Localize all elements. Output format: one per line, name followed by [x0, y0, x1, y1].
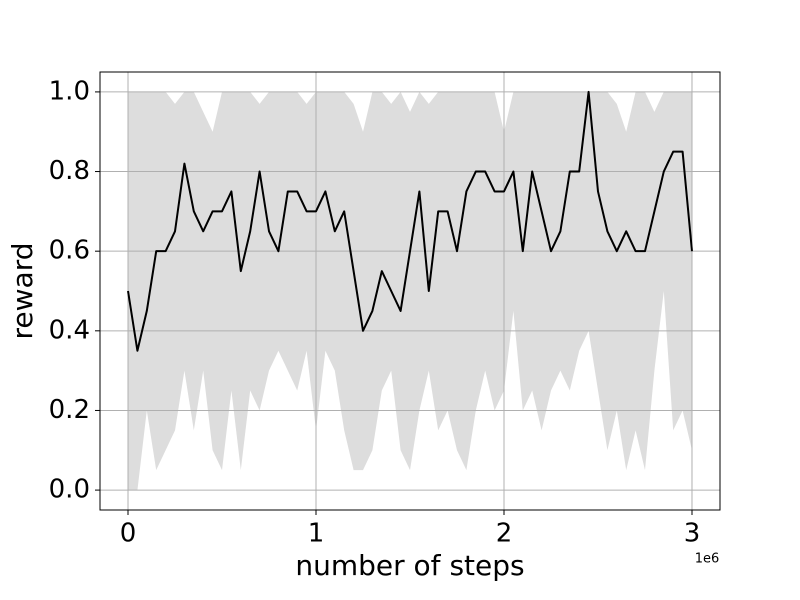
y-tick-label: 0.4 [49, 315, 90, 345]
y-tick-label: 0.0 [49, 475, 90, 505]
mean-line [127, 90, 693, 352]
x-tick-label: 0 [120, 519, 137, 549]
y-tick-label: 1.0 [49, 76, 90, 106]
plot-frame [99, 71, 721, 511]
y-tick-label: 0.2 [49, 395, 90, 425]
x-tick-label: 3 [684, 519, 701, 549]
confidence-band [128, 91, 692, 491]
y-axis-label: reward [6, 243, 39, 340]
x-tick-label: 2 [496, 519, 513, 549]
x-tick-label: 1 [308, 519, 325, 549]
x-offset-label: 1e6 [695, 552, 720, 567]
y-tick-label: 0.8 [49, 156, 90, 186]
y-tick-label: 0.6 [49, 236, 90, 266]
x-axis-label: number of steps [295, 549, 524, 582]
